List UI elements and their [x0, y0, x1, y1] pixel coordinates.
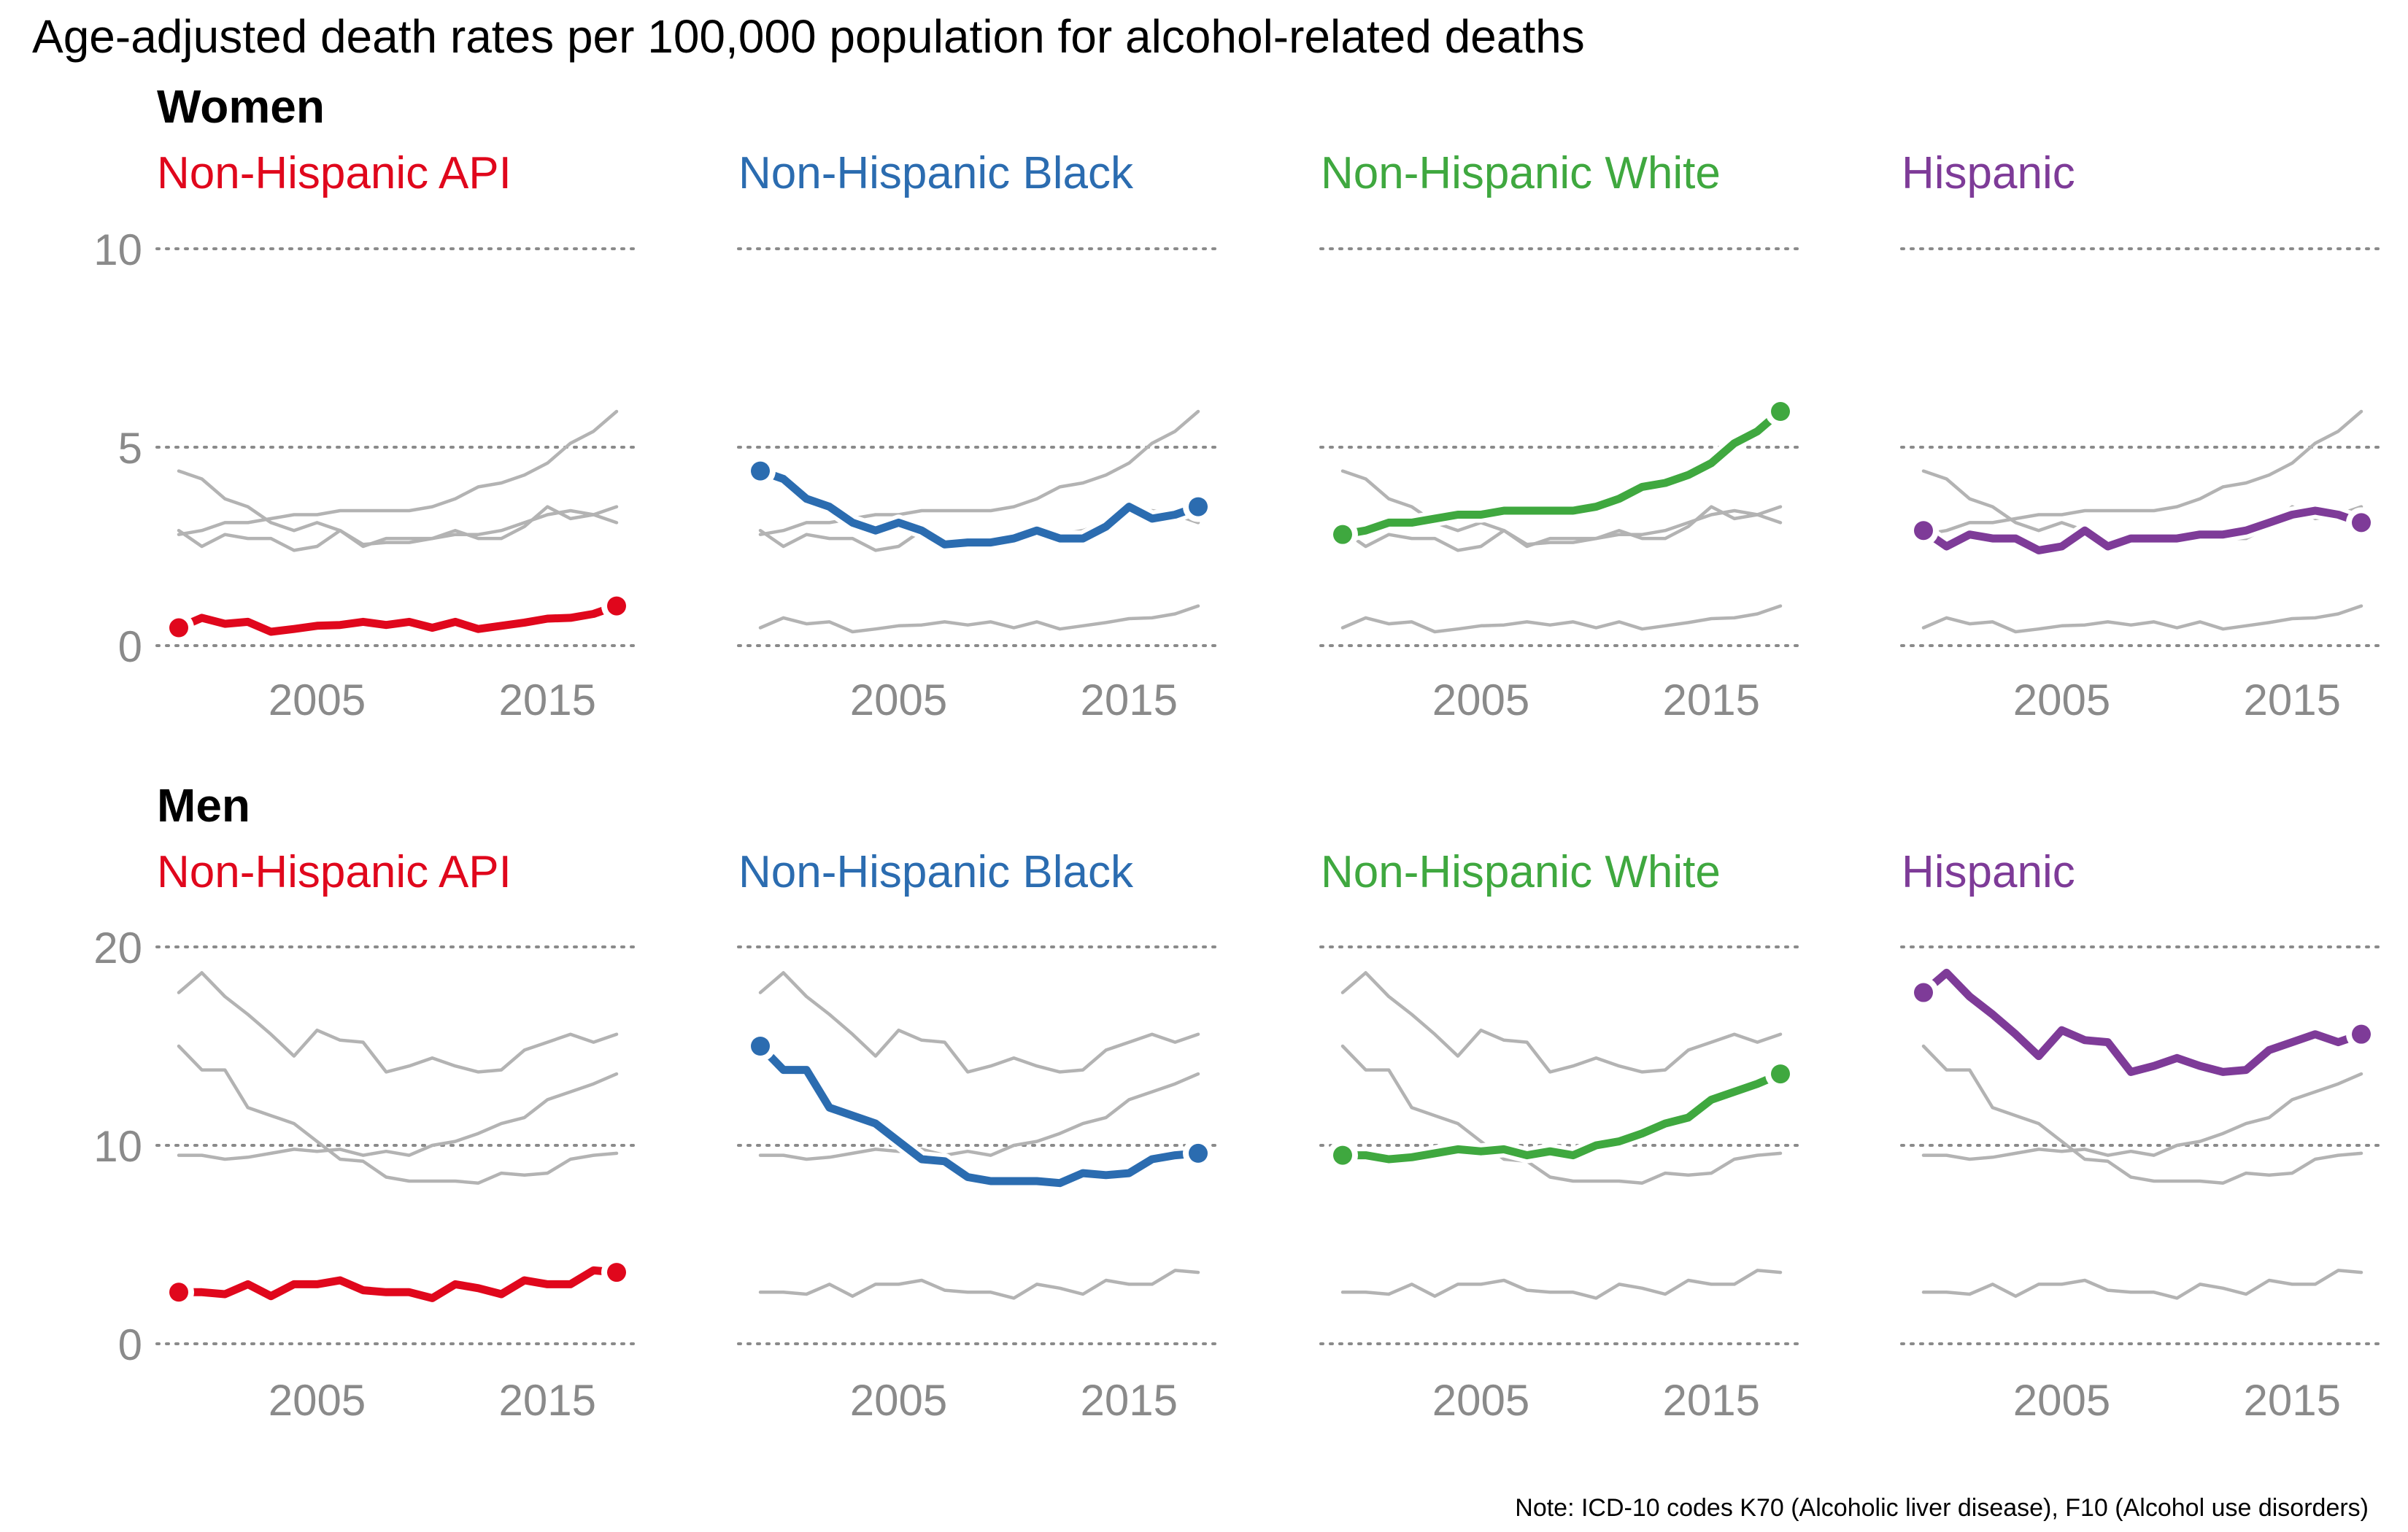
- point-end-2018: [1189, 497, 1208, 517]
- series-line-background-hispanic: [1340, 971, 1783, 1074]
- series-line-background-non-hispanic-api: [758, 1269, 1200, 1300]
- point-start-1999: [169, 1283, 188, 1302]
- series-line-background-non-hispanic-white: [177, 1072, 619, 1161]
- series-line-background-non-hispanic-white: [177, 409, 619, 536]
- series-line-non-hispanic-black: [756, 467, 1203, 549]
- series-line-background-non-hispanic-white: [758, 409, 1200, 536]
- point-start-1999: [1914, 983, 1933, 1002]
- series-line-background-non-hispanic-api: [1340, 1269, 1783, 1300]
- y-tick-label: 0: [118, 622, 142, 671]
- series-line-non-hispanic-api: [174, 602, 621, 636]
- series-line-background-non-hispanic-black: [1921, 1044, 2363, 1185]
- series-line-background-non-hispanic-white: [1921, 1072, 2363, 1161]
- point-end-2018: [1771, 402, 1790, 422]
- y-tick-label: 0: [118, 1320, 142, 1369]
- chart-note: Note: ICD-10 codes K70 (Alcoholic liver …: [1515, 1494, 2369, 1522]
- x-tick-label: 2015: [2244, 676, 2341, 724]
- series-line-background-non-hispanic-api: [758, 604, 1200, 634]
- facet-title-men: Men: [157, 779, 250, 832]
- panel-label: Non-Hispanic White: [1321, 847, 1721, 897]
- panel-men-non-hispanic-api: Non-Hispanic API 2005 2015: [155, 847, 640, 1425]
- series-line-background-non-hispanic-black: [177, 469, 619, 546]
- point-start-1999: [1914, 521, 1933, 541]
- series-line-background-non-hispanic-api: [1921, 604, 2363, 634]
- y-tick-label: 10: [93, 1122, 142, 1171]
- series-line-background-non-hispanic-black: [1340, 1044, 1783, 1185]
- x-tick-label: 2015: [1081, 1376, 1178, 1425]
- series-line-background-hispanic: [1340, 508, 1783, 552]
- series-line-background-non-hispanic-api: [1921, 1269, 2363, 1300]
- panel-men-hispanic: Hispanic 2005 2015: [1900, 847, 2385, 1425]
- series-line-background-non-hispanic-black: [1340, 469, 1783, 546]
- x-tick-label: 2005: [850, 1376, 947, 1425]
- x-tick-label: 2015: [499, 1376, 596, 1425]
- panel-label: Non-Hispanic White: [1321, 148, 1721, 198]
- series-line-background-hispanic: [177, 508, 619, 552]
- x-tick-label: 2015: [1663, 1376, 1760, 1425]
- point-end-2018: [607, 1263, 626, 1283]
- x-tick-label: 2005: [1432, 1376, 1529, 1425]
- x-tick-label: 2005: [269, 676, 366, 724]
- series-line-background-hispanic: [177, 971, 619, 1074]
- point-start-1999: [751, 461, 770, 481]
- y-tick-label: 20: [93, 924, 142, 972]
- facet-title-women: Women: [157, 80, 325, 133]
- x-tick-label: 2005: [2013, 676, 2110, 724]
- point-start-1999: [751, 1037, 770, 1056]
- panel-men-non-hispanic-white: Non-Hispanic White 2005 2015: [1319, 847, 1804, 1425]
- series-line-non-hispanic-black: [756, 1042, 1203, 1188]
- series-line-non-hispanic-white: [1338, 407, 1785, 539]
- point-start-1999: [1333, 525, 1352, 544]
- panel-label: Non-Hispanic API: [157, 148, 512, 198]
- x-tick-label: 2015: [1663, 676, 1760, 724]
- panel-women-non-hispanic-white: Non-Hispanic White 2005 2015: [1319, 148, 1804, 724]
- point-end-2018: [1771, 1064, 1790, 1084]
- series-line-non-hispanic-white: [1338, 1069, 1785, 1164]
- y-tick-label: 5: [118, 424, 142, 473]
- series-line-background-non-hispanic-black: [177, 1044, 619, 1185]
- x-tick-label: 2015: [499, 676, 596, 724]
- point-end-2018: [2352, 1024, 2371, 1044]
- x-tick-label: 2015: [2244, 1376, 2341, 1425]
- series-line-hispanic: [1919, 968, 2366, 1076]
- panel-label: Non-Hispanic Black: [738, 148, 1134, 198]
- x-tick-label: 2005: [1432, 676, 1529, 724]
- panel-label: Non-Hispanic Black: [738, 847, 1134, 897]
- point-end-2018: [607, 596, 626, 616]
- x-tick-label: 2005: [850, 676, 947, 724]
- point-start-1999: [169, 618, 188, 638]
- point-start-1999: [1333, 1145, 1352, 1165]
- x-tick-label: 2005: [2013, 1376, 2110, 1425]
- chart-title: Age-adjusted death rates per 100,000 pop…: [32, 10, 1585, 63]
- y-tick-label: 10: [93, 225, 142, 274]
- panel-label: Non-Hispanic API: [157, 847, 512, 897]
- series-line-background-hispanic: [758, 971, 1200, 1074]
- panel-men-non-hispanic-black: Non-Hispanic Black 2005 2015: [737, 847, 1222, 1425]
- point-end-2018: [1189, 1143, 1208, 1163]
- series-line-background-non-hispanic-white: [1921, 409, 2363, 536]
- x-tick-label: 2005: [269, 1376, 366, 1425]
- panel-women-non-hispanic-api: Non-Hispanic API 2005 2015: [155, 148, 640, 724]
- x-tick-label: 2015: [1081, 676, 1178, 724]
- panel-women-non-hispanic-black: Non-Hispanic Black 2005 2015: [737, 148, 1222, 724]
- panel-label: Hispanic: [1902, 847, 2075, 897]
- series-line-background-non-hispanic-api: [1340, 604, 1783, 634]
- series-line-hispanic: [1919, 506, 2366, 554]
- series-line-background-non-hispanic-white: [758, 1072, 1200, 1161]
- series-line-non-hispanic-api: [174, 1266, 621, 1302]
- panel-label: Hispanic: [1902, 148, 2075, 198]
- panel-women-hispanic: Hispanic 2005 2015: [1900, 148, 2385, 724]
- point-end-2018: [2352, 513, 2371, 533]
